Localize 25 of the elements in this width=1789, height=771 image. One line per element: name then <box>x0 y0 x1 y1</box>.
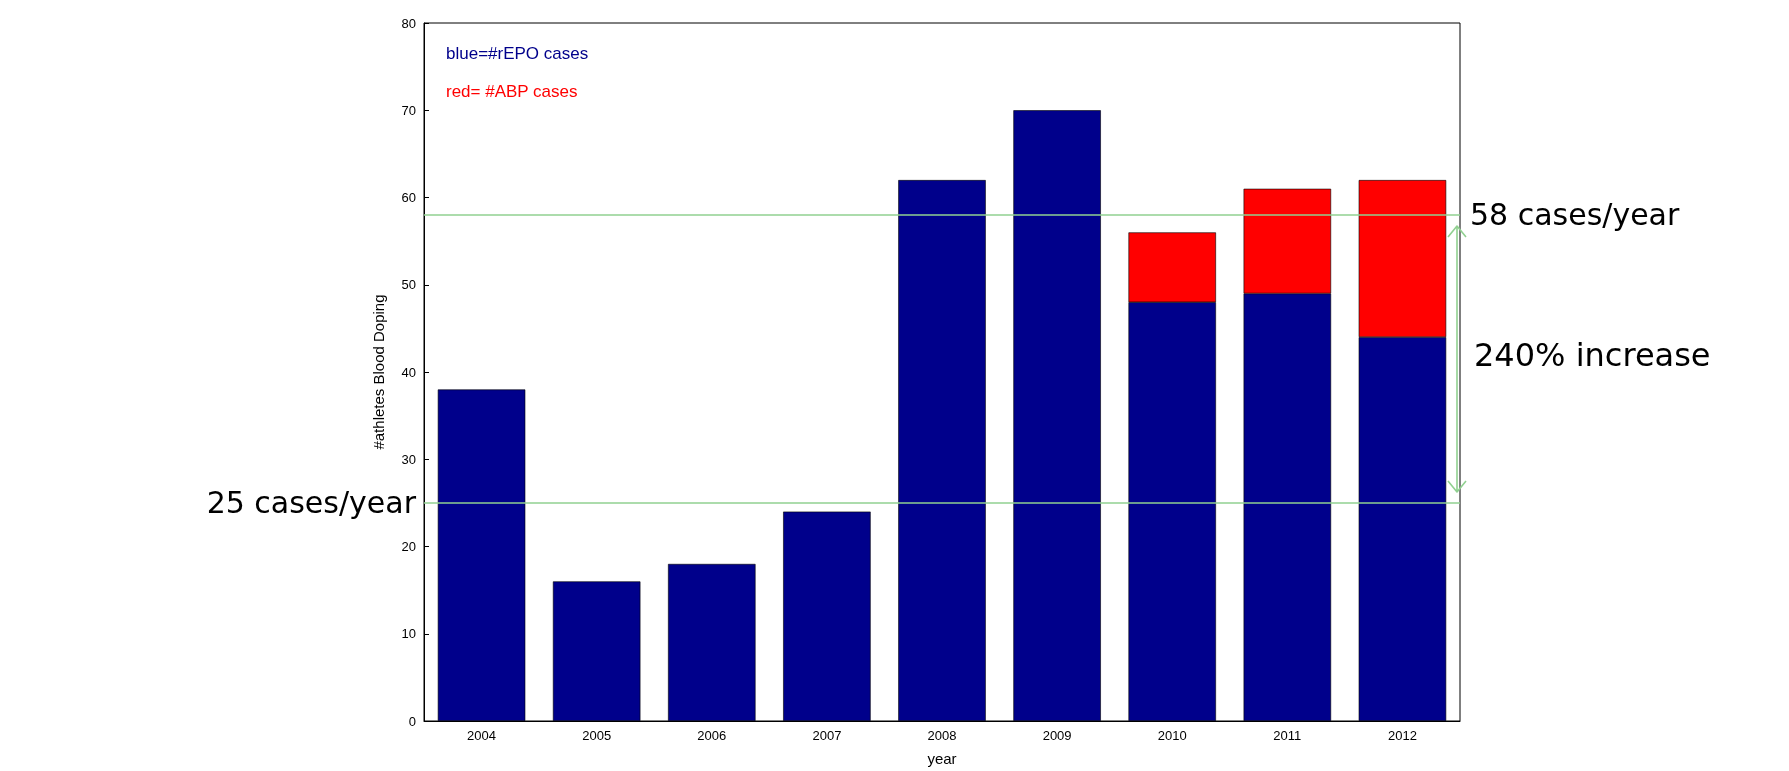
ref-line-label: 25 cases/year <box>206 485 417 521</box>
x-axis-title: year <box>927 750 957 767</box>
y-tick-label: 80 <box>401 15 416 31</box>
y-tick-label: 20 <box>401 539 416 554</box>
y-tick-label: 60 <box>401 190 416 205</box>
x-tick-label: 2004 <box>467 728 497 743</box>
x-tick-label: 2010 <box>1157 728 1187 743</box>
x-tick-label: 2011 <box>1273 728 1302 743</box>
ref-line-label: 58 cases/year <box>1470 197 1681 233</box>
y-tick-label: 50 <box>401 277 416 293</box>
y-axis-title: #athletes Blood Doping <box>370 294 387 450</box>
text: 240% increase <box>1474 335 1711 374</box>
annotation: blue=#rEPO cases <box>446 44 589 63</box>
x-tick-label: 2008 <box>927 728 957 743</box>
x-tick-label: 2012 <box>1387 728 1417 743</box>
x-tick-label: 2006 <box>697 728 727 743</box>
x-tick-label: 2007 <box>812 728 842 743</box>
annotation: red= #ABP cases <box>446 82 578 101</box>
x-tick-label: 2009 <box>1042 728 1072 743</box>
y-tick-label: 70 <box>401 102 416 118</box>
y-tick-label: 40 <box>401 364 416 380</box>
y-tick-label: 0 <box>408 713 416 729</box>
x-tick-label: 2005 <box>582 728 612 743</box>
y-tick-label: 10 <box>401 626 416 642</box>
y-tick-label: 30 <box>401 451 416 467</box>
